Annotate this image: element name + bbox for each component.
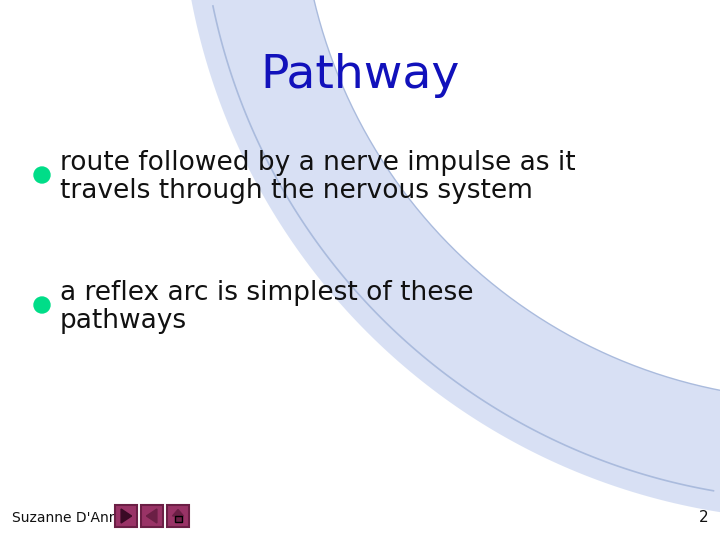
Text: 2: 2 xyxy=(698,510,708,525)
FancyBboxPatch shape xyxy=(141,505,163,527)
Polygon shape xyxy=(146,509,157,523)
Text: pathways: pathways xyxy=(60,308,187,334)
FancyBboxPatch shape xyxy=(115,505,137,527)
FancyBboxPatch shape xyxy=(167,505,189,527)
Text: route followed by a nerve impulse as it: route followed by a nerve impulse as it xyxy=(60,150,575,176)
Circle shape xyxy=(34,167,50,183)
Text: Pathway: Pathway xyxy=(261,52,459,98)
Circle shape xyxy=(34,297,50,313)
Text: travels through the nervous system: travels through the nervous system xyxy=(60,178,533,204)
FancyBboxPatch shape xyxy=(174,516,181,522)
Text: Suzanne D'Anna: Suzanne D'Anna xyxy=(12,511,126,525)
Polygon shape xyxy=(173,510,184,516)
Polygon shape xyxy=(180,0,720,520)
Text: a reflex arc is simplest of these: a reflex arc is simplest of these xyxy=(60,280,474,306)
Polygon shape xyxy=(121,509,132,523)
